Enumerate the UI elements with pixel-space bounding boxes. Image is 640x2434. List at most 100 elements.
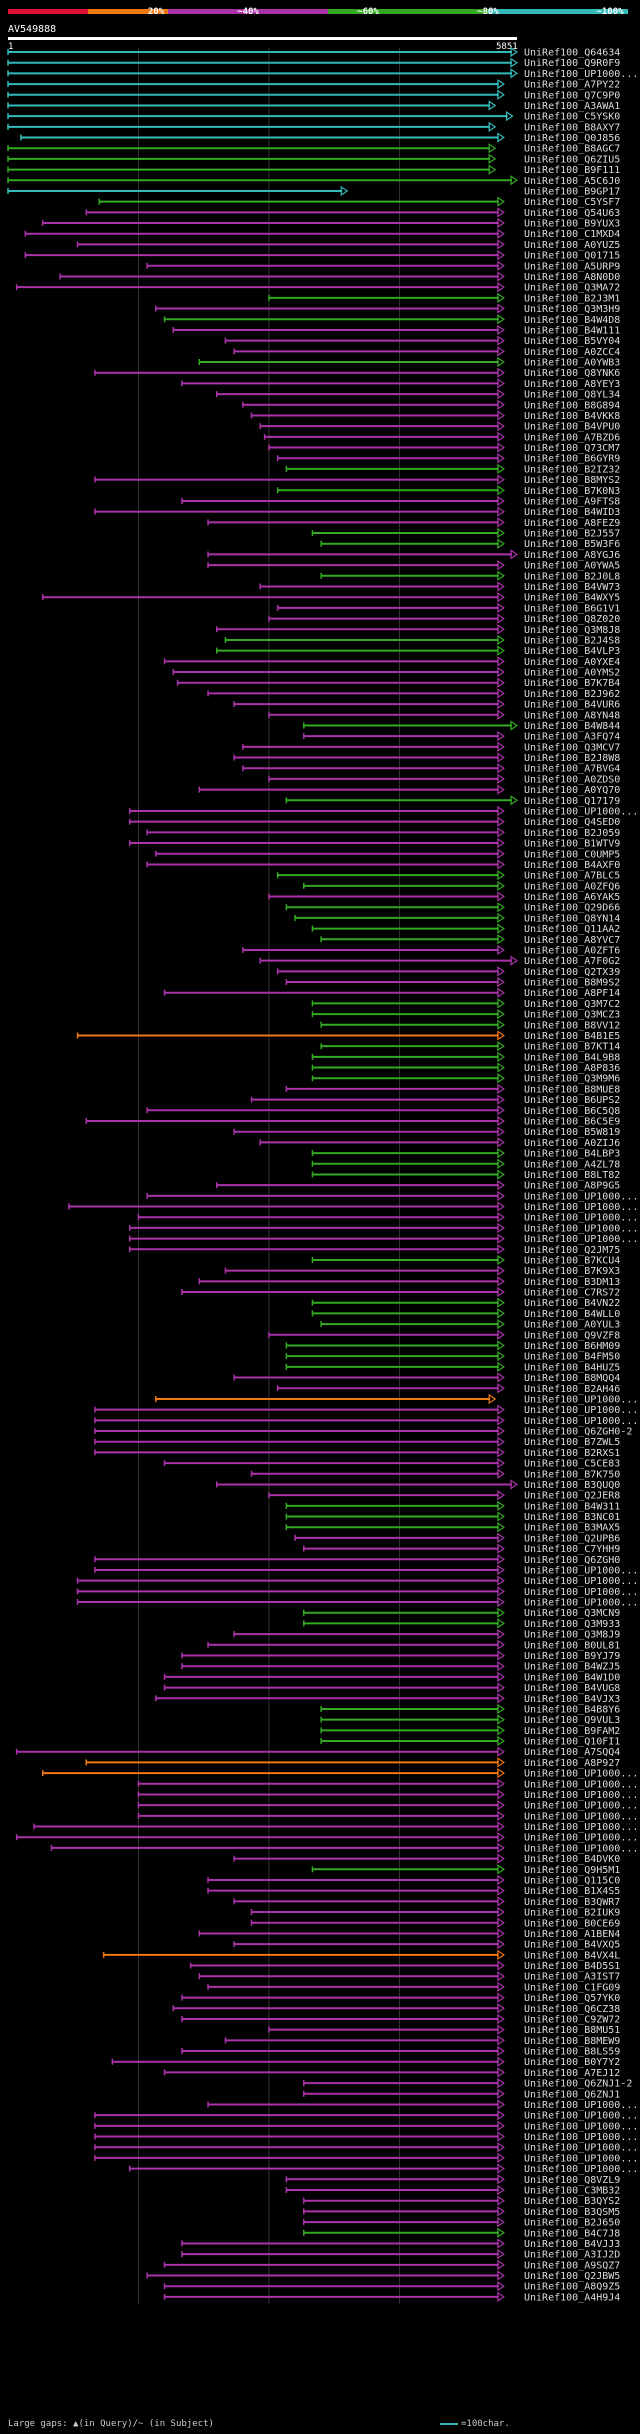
hit-label[interactable]: UniRef100_B4VX4L <box>524 1950 620 1961</box>
hit-label[interactable]: UniRef100_B9YUX3 <box>524 219 620 230</box>
hit-label[interactable]: UniRef100_UP1000... <box>524 806 638 817</box>
hit-label[interactable]: UniRef100_UP1000... <box>524 1833 638 1844</box>
hit-label[interactable]: UniRef100_A3IST7 <box>524 1972 620 1983</box>
hit-label[interactable]: UniRef100_A9SQZ7 <box>524 2260 620 2271</box>
hit-label[interactable]: UniRef100_B9YJ79 <box>524 1651 620 1662</box>
hit-label[interactable]: UniRef100_Q8YN14 <box>524 913 620 924</box>
hit-label[interactable]: UniRef100_C7RS72 <box>524 1288 620 1299</box>
hit-label[interactable]: UniRef100_C3MB32 <box>524 2186 620 2197</box>
hit-label[interactable]: UniRef100_A5C6J0 <box>524 176 620 187</box>
hit-label[interactable]: UniRef100_B4VJX3 <box>524 1694 620 1705</box>
hit-label[interactable]: UniRef100_A8YVC7 <box>524 935 620 946</box>
hit-label[interactable]: UniRef100_B8MQQ4 <box>524 1373 620 1384</box>
hit-label[interactable]: UniRef100_B0CE69 <box>524 1918 620 1929</box>
hit-label[interactable]: UniRef100_B4B1E5 <box>524 1031 620 1042</box>
hit-label[interactable]: UniRef100_B4B8Y6 <box>524 1704 620 1715</box>
hit-label[interactable]: UniRef100_B3QUQ0 <box>524 1480 620 1491</box>
hit-label[interactable]: UniRef100_UP1000... <box>524 2100 638 2111</box>
hit-label[interactable]: UniRef100_C0UMP5 <box>524 849 620 860</box>
hit-label[interactable]: UniRef100_A7BZD6 <box>524 432 620 443</box>
hit-label[interactable]: UniRef100_B9FAM2 <box>524 1726 620 1737</box>
hit-label[interactable]: UniRef100_B4VXQ5 <box>524 1940 620 1951</box>
hit-label[interactable]: UniRef100_A8YEY3 <box>524 379 620 390</box>
hit-label[interactable]: UniRef100_UP1000... <box>524 1576 638 1587</box>
hit-label[interactable]: UniRef100_B2J650 <box>524 2218 620 2229</box>
hit-label[interactable]: UniRef100_A0YMS2 <box>524 668 620 679</box>
hit-label[interactable]: UniRef100_B2IUK9 <box>524 1908 620 1919</box>
hit-label[interactable]: UniRef100_B8LS59 <box>524 2047 620 2058</box>
hit-label[interactable]: UniRef100_UP1000... <box>524 1416 638 1427</box>
hit-label[interactable]: UniRef100_A6YAK5 <box>524 892 620 903</box>
hit-label[interactable]: UniRef100_Q3MCN9 <box>524 1608 620 1619</box>
hit-label[interactable]: UniRef100_UP1000... <box>524 1405 638 1416</box>
hit-label[interactable]: UniRef100_Q6ZIU5 <box>524 154 620 165</box>
hit-label[interactable]: UniRef100_Q8YL34 <box>524 390 620 401</box>
hit-label[interactable]: UniRef100_UP1000... <box>524 1790 638 1801</box>
hit-label[interactable]: UniRef100_A8P9G5 <box>524 1181 620 1192</box>
hit-label[interactable]: UniRef100_Q2UPB6 <box>524 1533 620 1544</box>
hit-label[interactable]: UniRef100_A0YWB3 <box>524 358 620 369</box>
hit-label[interactable]: UniRef100_B6UPS2 <box>524 1095 620 1106</box>
hit-label[interactable]: UniRef100_B8MYS2 <box>524 475 620 486</box>
hit-label[interactable]: UniRef100_Q9VUL3 <box>524 1715 620 1726</box>
hit-label[interactable]: UniRef100_B2IZ32 <box>524 464 620 475</box>
hit-label[interactable]: UniRef100_B1X4S5 <box>524 1886 620 1897</box>
hit-label[interactable]: UniRef100_B9GP17 <box>524 186 620 197</box>
hit-label[interactable]: UniRef100_UP1000... <box>524 1223 638 1234</box>
hit-label[interactable]: UniRef100_B8AXY7 <box>524 122 620 133</box>
hit-label[interactable]: UniRef100_B4L9B8 <box>524 1052 620 1063</box>
hit-label[interactable]: UniRef100_B4VUG8 <box>524 1683 620 1694</box>
hit-label[interactable]: UniRef100_B4WXY5 <box>524 593 620 604</box>
hit-label[interactable]: UniRef100_B3DM13 <box>524 1277 620 1288</box>
hit-label[interactable]: UniRef100_A4ZL78 <box>524 1159 620 1170</box>
hit-label[interactable]: UniRef100_A8Q9Z5 <box>524 2282 620 2293</box>
hit-label[interactable]: UniRef100_B4D5S1 <box>524 1961 620 1972</box>
hit-label[interactable]: UniRef100_B8M9S2 <box>524 978 620 989</box>
hit-label[interactable]: UniRef100_Q01715 <box>524 251 620 262</box>
hit-label[interactable]: UniRef100_B2J4S8 <box>524 635 620 646</box>
hit-label[interactable]: UniRef100_A0YXE4 <box>524 657 620 668</box>
hit-label[interactable]: UniRef100_Q9R0F9 <box>524 58 620 69</box>
hit-label[interactable]: UniRef100_Q29D66 <box>524 903 620 914</box>
hit-label[interactable]: UniRef100_B4VKK8 <box>524 411 620 422</box>
hit-label[interactable]: UniRef100_UP1000... <box>524 1843 638 1854</box>
hit-label[interactable]: UniRef100_B5VY04 <box>524 336 620 347</box>
hit-label[interactable]: UniRef100_A3FQ74 <box>524 732 620 743</box>
hit-label[interactable]: UniRef100_Q6CZ38 <box>524 2004 620 2015</box>
hit-label[interactable]: UniRef100_C5YSF7 <box>524 197 620 208</box>
hit-label[interactable]: UniRef100_B8MUE8 <box>524 1084 620 1095</box>
hit-label[interactable]: UniRef100_B4WZJ5 <box>524 1662 620 1673</box>
hit-label[interactable]: UniRef100_Q2JER8 <box>524 1491 620 1502</box>
hit-label[interactable]: UniRef100_Q54U63 <box>524 208 620 219</box>
hit-label[interactable]: UniRef100_B8MU51 <box>524 2025 620 2036</box>
hit-label[interactable]: UniRef100_B4HUZ5 <box>524 1362 620 1373</box>
hit-label[interactable]: UniRef100_A0YUZ5 <box>524 240 620 251</box>
hit-label[interactable]: UniRef100_B3QWR7 <box>524 1897 620 1908</box>
hit-label[interactable]: UniRef100_A0ZFT6 <box>524 945 620 956</box>
hit-label[interactable]: UniRef100_Q10FI1 <box>524 1737 620 1748</box>
hit-label[interactable]: UniRef100_B5W3F6 <box>524 539 620 550</box>
hit-label[interactable]: UniRef100_UP1000... <box>524 2132 638 2143</box>
hit-label[interactable]: UniRef100_UP1000... <box>524 1822 638 1833</box>
hit-label[interactable]: UniRef100_UP1000... <box>524 1801 638 1812</box>
hit-label[interactable]: UniRef100_B4W1D0 <box>524 1672 620 1683</box>
hit-label[interactable]: UniRef100_B4VUR6 <box>524 700 620 711</box>
hit-label[interactable]: UniRef100_C1MXD4 <box>524 229 620 240</box>
hit-label[interactable]: UniRef100_B7K750 <box>524 1469 620 1480</box>
hit-label[interactable]: UniRef100_B0Y7Y2 <box>524 2057 620 2068</box>
hit-label[interactable]: UniRef100_Q64634 <box>524 48 620 59</box>
hit-label[interactable]: UniRef100_Q3MCV7 <box>524 742 620 753</box>
hit-label[interactable]: UniRef100_Q8VZL9 <box>524 2175 620 2186</box>
hit-label[interactable]: UniRef100_C1FG09 <box>524 1982 620 1993</box>
hit-label[interactable]: UniRef100_A0YWA5 <box>524 561 620 572</box>
hit-label[interactable]: UniRef100_B4DVK0 <box>524 1854 620 1865</box>
hit-label[interactable]: UniRef100_B6G1V1 <box>524 603 620 614</box>
hit-label[interactable]: UniRef100_B2RXS1 <box>524 1448 620 1459</box>
hit-label[interactable]: UniRef100_A9FTS8 <box>524 496 620 507</box>
hit-label[interactable]: UniRef100_B4C7J8 <box>524 2228 620 2239</box>
hit-label[interactable]: UniRef100_Q0J856 <box>524 133 620 144</box>
hit-label[interactable]: UniRef100_C9ZW72 <box>524 2014 620 2025</box>
hit-label[interactable]: UniRef100_B4LBP3 <box>524 1149 620 1160</box>
hit-label[interactable]: UniRef100_UP1000... <box>524 1769 638 1780</box>
hit-label[interactable]: UniRef100_B3QSM5 <box>524 2207 620 2218</box>
